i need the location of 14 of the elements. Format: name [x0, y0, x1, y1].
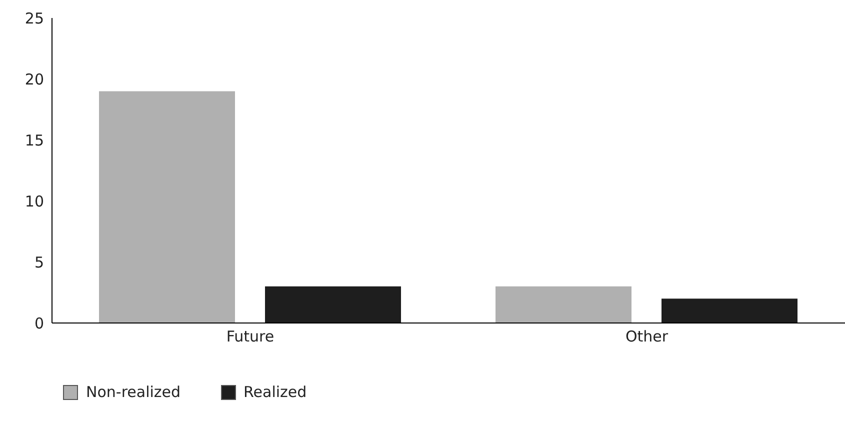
x-tick-label: Other — [625, 328, 669, 346]
y-tick-label: 5 — [34, 253, 44, 272]
bar — [496, 286, 632, 323]
y-tick-label: 25 — [24, 9, 44, 28]
x-tick-label: Future — [226, 328, 274, 346]
bar — [662, 298, 798, 323]
bar — [265, 286, 401, 323]
legend-label: Non-realized — [85, 383, 181, 401]
y-tick-label: 15 — [24, 131, 44, 150]
y-tick-label: 0 — [34, 314, 44, 332]
y-tick-label: 20 — [24, 70, 44, 88]
legend-label: Realized — [242, 383, 307, 401]
bar — [99, 91, 235, 323]
y-tick-label: 10 — [24, 192, 44, 210]
